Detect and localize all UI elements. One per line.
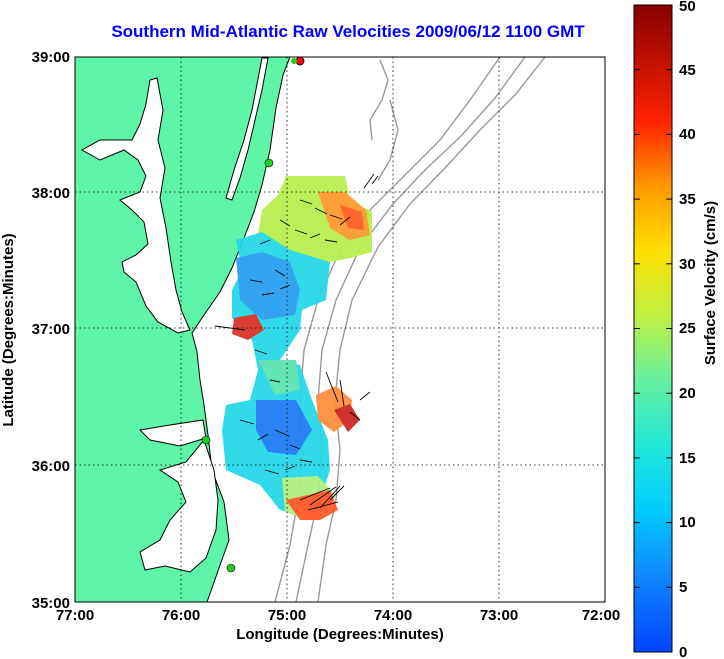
colorbar-tick-label: 30 — [679, 256, 696, 273]
x-tick-labels: 77:00 76:00 75:00 74:00 73:00 72:00 — [56, 607, 620, 624]
y-tick-label: 35:00 — [32, 595, 70, 612]
colorbar-tick-label: 15 — [679, 450, 696, 467]
colorbar-tick-label: 10 — [679, 514, 696, 531]
x-tick-label: 75:00 — [268, 607, 306, 624]
y-tick-labels: 39:00 38:00 37:00 36:00 35:00 — [32, 49, 70, 612]
chart-title: Southern Mid-Atlantic Raw Velocities 200… — [111, 22, 585, 41]
colorbar-tick-label: 50 — [679, 0, 696, 15]
colorbar-tick-label: 20 — [679, 385, 696, 402]
colorbar-label: Surface Velocity (cm/s) — [702, 201, 719, 365]
y-axis-label: Latitude (Degrees:Minutes) — [0, 233, 17, 426]
colorbar-tick-label: 5 — [679, 579, 687, 596]
x-tick-label: 72:00 — [582, 607, 620, 624]
colorbar-ticks — [634, 4, 672, 653]
colorbar — [633, 4, 673, 653]
y-tick-label: 39:00 — [32, 49, 70, 66]
x-tick-label: 74:00 — [374, 607, 412, 624]
velocity-field — [222, 176, 372, 520]
x-tick-label: 77:00 — [56, 607, 94, 624]
colorbar-tick-label: 35 — [679, 191, 696, 208]
colorbar-tick-label: 25 — [679, 320, 696, 337]
chesapeake-bay — [80, 77, 191, 334]
current-vectors — [214, 173, 379, 511]
y-tick-label: 37:00 — [32, 321, 70, 338]
station-marker — [226, 563, 236, 573]
x-axis-label: Longitude (Degrees:Minutes) — [236, 626, 444, 643]
station-marker — [291, 58, 297, 64]
y-tick-label: 36:00 — [32, 458, 70, 475]
x-tick-label: 76:00 — [162, 607, 200, 624]
y-tick-label: 38:00 — [32, 185, 70, 202]
grid-lines — [75, 57, 605, 602]
radar-stations — [201, 57, 305, 573]
station-marker — [201, 435, 211, 445]
colorbar-tick-label: 40 — [679, 126, 696, 143]
station-marker-alert — [295, 57, 305, 66]
x-tick-label: 73:00 — [480, 607, 518, 624]
coastal-bays — [225, 57, 269, 201]
station-marker — [264, 158, 274, 168]
pamlico-sound — [139, 438, 219, 573]
colorbar-tick-label: 45 — [679, 62, 696, 79]
colorbar-tick-label: 0 — [679, 644, 687, 659]
colorbar-tick-labels: 0 5 10 15 20 25 30 35 40 45 50 — [679, 0, 696, 659]
